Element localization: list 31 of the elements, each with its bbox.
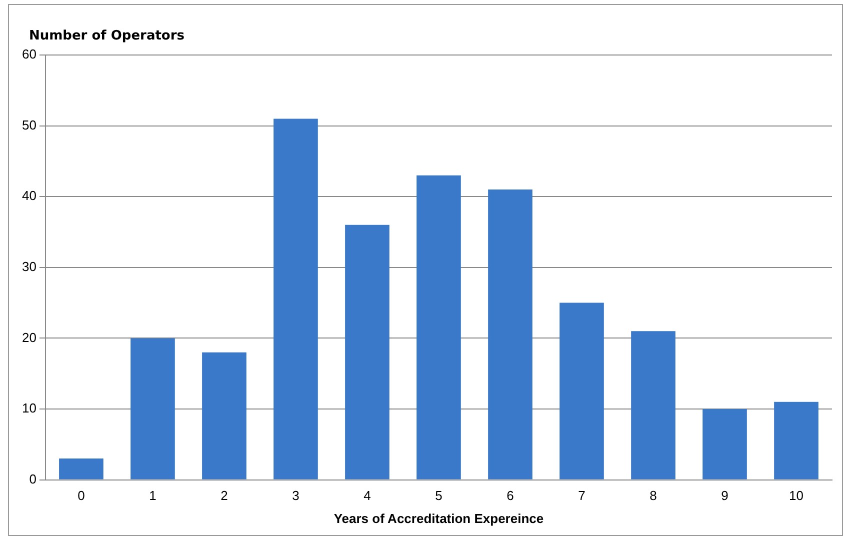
- x-tick-label: 2: [220, 488, 228, 504]
- bar: [416, 175, 461, 480]
- x-tick-label: 6: [506, 488, 514, 504]
- bar: [59, 458, 104, 480]
- bar: [202, 352, 246, 480]
- x-tick-label: 8: [650, 488, 657, 504]
- bar: [488, 190, 532, 480]
- x-axis-title: Years of Accreditation Expereince: [334, 510, 544, 526]
- x-tick-label: 0: [78, 488, 85, 504]
- bar: [774, 402, 818, 480]
- bar: [130, 338, 175, 480]
- bar: [702, 409, 747, 480]
- y-tick-label: 60: [22, 46, 36, 62]
- bar: [274, 118, 318, 480]
- bar: [345, 224, 390, 480]
- bar: [560, 302, 604, 480]
- y-tick-label: 50: [22, 117, 36, 132]
- x-tick-label: 4: [364, 488, 371, 504]
- x-tick-label: 5: [435, 488, 442, 504]
- x-tick-label: 10: [789, 488, 804, 504]
- y-tick-label: 40: [22, 188, 36, 204]
- bar: [631, 331, 676, 480]
- x-tick-label: 7: [578, 488, 586, 504]
- x-tick-label: 3: [292, 488, 300, 504]
- y-axis-title: Number of Operators: [29, 28, 185, 44]
- y-tick-label: 0: [29, 471, 36, 486]
- y-tick-label: 30: [22, 258, 36, 274]
- y-tick-label: 10: [22, 400, 36, 416]
- y-tick-label: 20: [22, 330, 36, 345]
- x-tick-label: 1: [149, 488, 156, 504]
- x-tick-label: 9: [721, 488, 728, 504]
